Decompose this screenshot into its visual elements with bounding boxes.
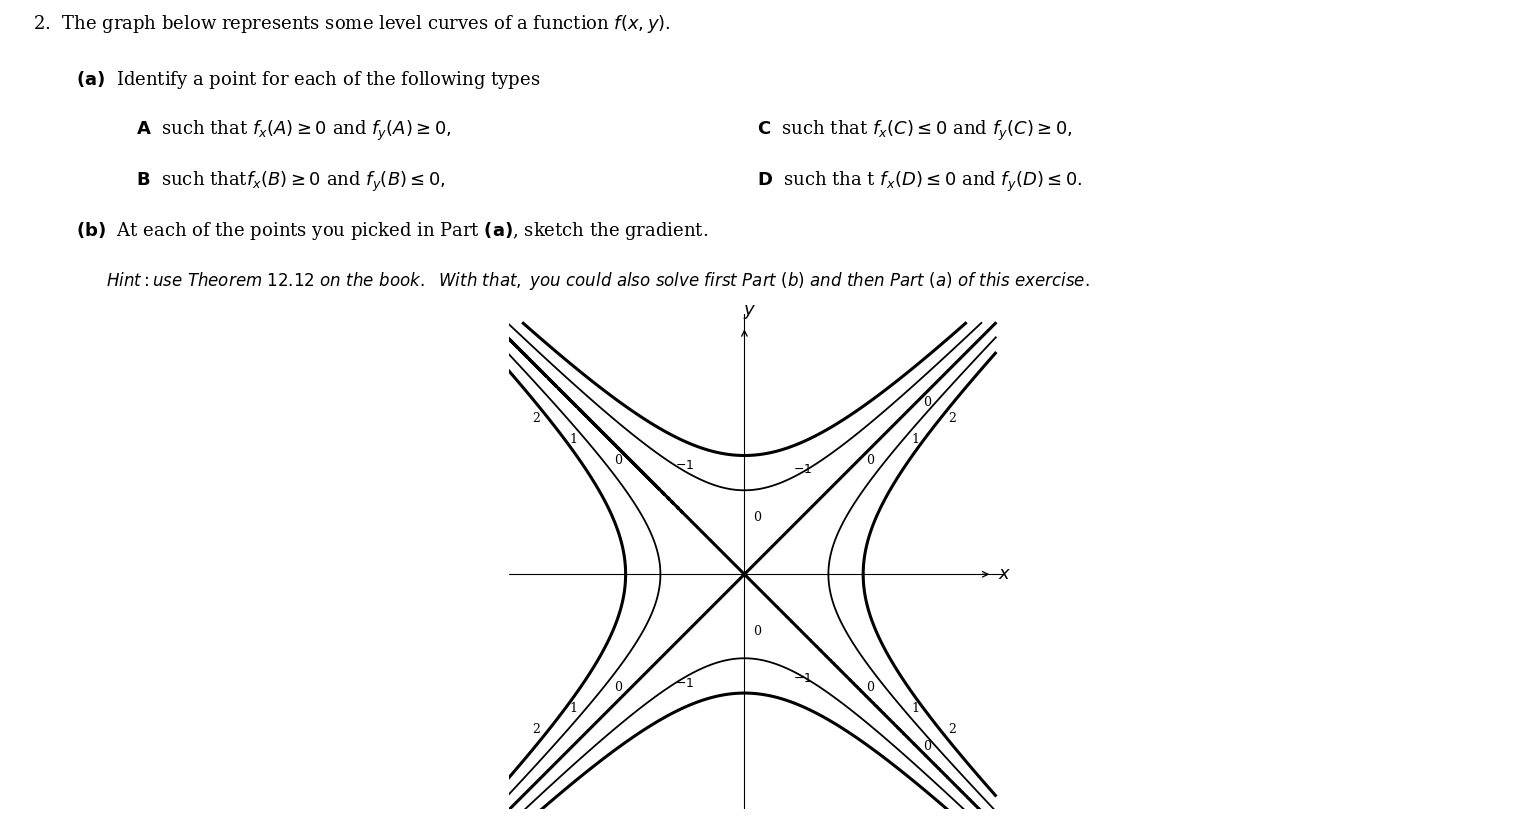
- Text: $-1$: $-1$: [675, 676, 693, 690]
- Text: $-1$: $-1$: [675, 458, 693, 472]
- Text: 0: 0: [615, 454, 622, 468]
- Text: 0: 0: [752, 625, 762, 638]
- Text: $\mathbf{D}$  such tha t $f_x(D) \leq 0$ and $f_y(D) \leq 0.$: $\mathbf{D}$ such tha t $f_x(D) \leq 0$ …: [757, 169, 1083, 193]
- Text: 2: 2: [948, 724, 957, 736]
- Text: $\mathbf{C}$  such that $f_x(C) \leq 0$ and $f_y(C) \geq 0,$: $\mathbf{C}$ such that $f_x(C) \leq 0$ a…: [757, 119, 1072, 144]
- Text: 0: 0: [924, 740, 931, 753]
- Text: $\mathbf{B}$  such that$f_x(B) \geq 0$ and $f_y(B) \leq 0,$: $\mathbf{B}$ such that$f_x(B) \geq 0$ an…: [136, 169, 447, 193]
- Text: 1: 1: [911, 434, 919, 446]
- Text: 2.  The graph below represents some level curves of a function $f(x, y).$: 2. The graph below represents some level…: [33, 12, 671, 35]
- Text: 2: 2: [533, 412, 540, 425]
- Text: 2: 2: [948, 412, 957, 425]
- Text: $\mathit{Hint: use\ Theorem\ 12.12\ on\ the\ book.\ \ With\ that,\ you\ could\ a: $\mathit{Hint: use\ Theorem\ 12.12\ on\ …: [106, 270, 1090, 292]
- Text: $-1$: $-1$: [793, 463, 813, 476]
- Text: $\mathbf{A}$  such that $f_x(A) \geq 0$ and $f_y(A) \geq 0,$: $\mathbf{A}$ such that $f_x(A) \geq 0$ a…: [136, 119, 453, 144]
- Text: 0: 0: [866, 454, 874, 468]
- Text: $y$: $y$: [743, 302, 755, 320]
- Text: $\mathbf{(a)}$  Identify a point for each of the following types: $\mathbf{(a)}$ Identify a point for each…: [76, 69, 540, 91]
- Text: 0: 0: [866, 681, 874, 694]
- Text: 0: 0: [615, 681, 622, 694]
- Text: 1: 1: [569, 702, 577, 715]
- Text: 0: 0: [752, 510, 762, 524]
- Text: $-1$: $-1$: [793, 672, 813, 686]
- Text: 1: 1: [569, 434, 577, 446]
- Text: 2: 2: [533, 724, 540, 736]
- Text: $\mathbf{(b)}$  At each of the points you picked in Part $\mathbf{(a)}$, sketch : $\mathbf{(b)}$ At each of the points you…: [76, 220, 709, 242]
- Text: $x$: $x$: [998, 565, 1011, 583]
- Text: 1: 1: [911, 702, 919, 715]
- Text: 0: 0: [924, 396, 931, 409]
